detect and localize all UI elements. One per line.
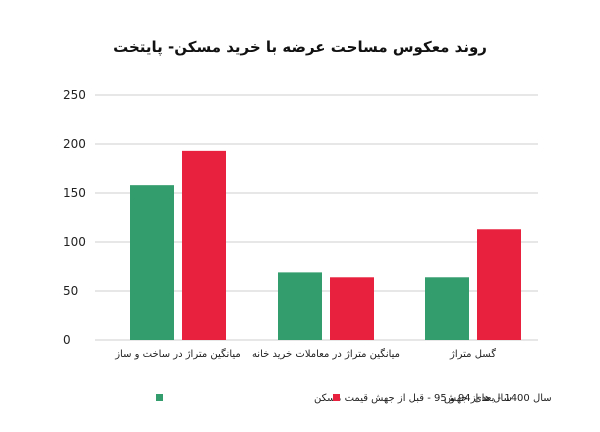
bar [278, 272, 322, 340]
legend: سال های 94 و 95 - قبل از جهش قیمت مسکنسا… [156, 393, 552, 404]
bars [130, 150, 521, 340]
bar [477, 229, 521, 340]
y-tick-label: 250 [63, 88, 86, 102]
legend-swatch [333, 394, 340, 401]
category-label: میانگین متراژ در ساخت و ساز [114, 348, 241, 360]
legend-label: سال 1400 - بعد از جهش [444, 393, 552, 404]
y-axis-ticks: 0 50 100 150 200 250 [63, 88, 86, 347]
y-tick-label: 50 [63, 284, 78, 298]
chart-title: روند معکوس مساحت عرضه با خرید مسکن- پایت… [113, 38, 487, 57]
bar [182, 150, 226, 340]
bar [425, 277, 469, 340]
category-labels: میانگین متراژ در ساخت و ساز میانگین متراژ… [114, 348, 496, 360]
bar [330, 277, 374, 340]
category-label: میانگین متراژ در معاملات خرید خانه [252, 348, 400, 360]
bar [130, 185, 174, 340]
y-tick-label: 200 [63, 137, 86, 151]
y-tick-label: 100 [63, 235, 86, 249]
y-tick-label: 150 [63, 186, 86, 200]
legend-label: سال های 94 و 95 - قبل از جهش قیمت مسکن [314, 393, 512, 404]
legend-swatch [156, 394, 163, 401]
category-label: گسل متراژ [449, 348, 496, 360]
y-tick-label: 0 [63, 333, 71, 347]
